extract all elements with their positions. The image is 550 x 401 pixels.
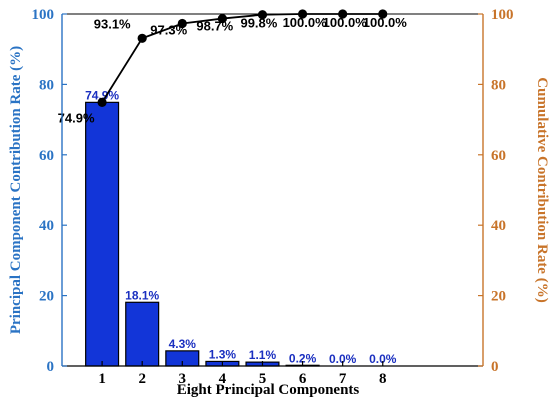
y-axis-right-title: Cumulative Contribution Rate (%) [534, 77, 550, 302]
y-left-tick-label: 20 [39, 289, 54, 305]
cumulative-value-label: 100.0% [323, 15, 368, 30]
y-left-tick-label: 60 [39, 148, 54, 164]
y-right-tick-label: 20 [491, 289, 506, 305]
axes: 0 20 40 60 80 100 0 20 40 60 80 100 1 2 3 4 5 6 7 8 [32, 7, 514, 387]
cumulative-series: 74.9%93.1% 97.3% 98.7% 99.8% 100.0%100.0%100… [58, 9, 408, 125]
cumulative-point [137, 33, 147, 43]
y-left-tick-label: 100 [32, 7, 55, 23]
cumulative-value-label: 99.8% [240, 16, 277, 31]
x-tick-label: 5 [259, 371, 267, 387]
x-tick-label: 1 [98, 371, 106, 387]
bar-value-label: 74.9% [85, 88, 119, 102]
bar-value-label: 4.3% [169, 337, 197, 351]
x-tick-label: 7 [339, 371, 347, 387]
bar-value-label: 18.1% [125, 288, 159, 302]
bar-value-label: 0.2% [289, 351, 317, 365]
cumulative-value-label: 98.7% [196, 19, 233, 34]
cumulative-point [97, 97, 107, 107]
y-left-tick-label: 80 [39, 77, 54, 93]
cumulative-value-label: 97.3% [150, 23, 187, 38]
bar [85, 101, 120, 367]
bar-value-label: 0.0% [369, 352, 397, 366]
y-right-tick-label: 40 [491, 218, 506, 234]
x-tick-label: 3 [179, 371, 187, 387]
y-right-tick-label: 60 [491, 148, 506, 164]
y-right-tick-label: 0 [491, 359, 499, 375]
x-axis-title: Eight Principal Components [177, 382, 360, 398]
bar-value-label: 0.0% [329, 352, 357, 366]
x-tick-label: 4 [219, 371, 227, 387]
bar [125, 301, 160, 367]
bar-value-label: 1.3% [209, 347, 237, 361]
cumulative-value-label: 93.1% [94, 16, 131, 31]
cumulative-point [217, 13, 227, 24]
cumulative-value-label: 100.0% [283, 15, 328, 30]
y-left-tick-label: 0 [47, 359, 55, 375]
cumulative-value-label: 74.9% [58, 110, 95, 125]
bar-value-label: 1.1% [249, 348, 277, 362]
x-tick-label: 6 [299, 371, 307, 387]
cumulative-point [177, 18, 187, 29]
cumulative-value-label: 100.0% [363, 15, 408, 30]
x-tick-label: 8 [379, 371, 387, 387]
cumulative-point [257, 10, 268, 20]
y-right-tick-label: 80 [491, 77, 506, 93]
y-right-tick-label: 100 [491, 7, 514, 23]
bar-series: 74.9% 18.1% 4.3% 1.3% 1.1% 0.2% 0.0% 0.0% [85, 88, 397, 367]
y-left-tick-label: 40 [39, 218, 54, 234]
x-tick-label: 2 [138, 371, 146, 387]
y-axis-left-title: Principal Component Contribution Rate (%… [8, 46, 24, 334]
